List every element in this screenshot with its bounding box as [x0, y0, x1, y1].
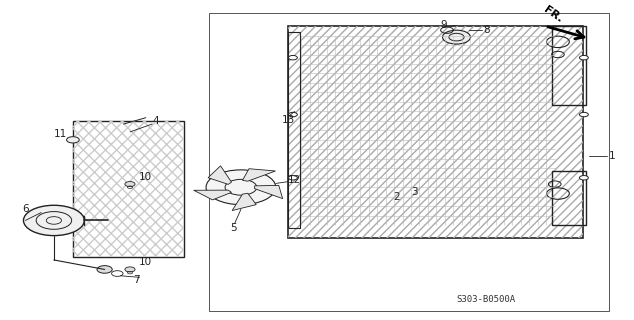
Polygon shape [255, 185, 283, 199]
Bar [552, 172, 586, 225]
Bar [73, 121, 184, 257]
Text: S303-B0500A: S303-B0500A [456, 295, 515, 304]
Text: 8: 8 [484, 25, 490, 35]
Bar [209, 13, 609, 310]
Text: 1: 1 [609, 151, 615, 161]
Circle shape [125, 267, 135, 272]
Circle shape [97, 266, 112, 273]
Circle shape [206, 170, 276, 204]
Bar [73, 121, 184, 257]
Text: 10: 10 [139, 257, 152, 267]
Polygon shape [194, 190, 231, 200]
Text: 5: 5 [230, 223, 236, 233]
Text: 11: 11 [54, 130, 67, 140]
Circle shape [288, 55, 297, 60]
Circle shape [579, 55, 588, 60]
Bar [288, 26, 583, 238]
Text: 3: 3 [411, 187, 417, 197]
Bar [552, 26, 586, 105]
Text: 7: 7 [133, 276, 139, 285]
Bar [288, 26, 583, 238]
Circle shape [67, 137, 79, 143]
Text: 9: 9 [441, 20, 447, 30]
Bar [288, 32, 300, 228]
Circle shape [579, 112, 588, 117]
Polygon shape [208, 166, 231, 184]
Text: 12: 12 [288, 175, 301, 185]
Polygon shape [243, 169, 276, 181]
Text: 4: 4 [152, 116, 158, 126]
Text: FR.: FR. [542, 4, 565, 24]
Circle shape [125, 181, 135, 187]
Circle shape [443, 30, 470, 44]
Text: 2: 2 [393, 192, 399, 202]
Circle shape [288, 112, 297, 117]
Text: 10: 10 [139, 172, 152, 182]
Circle shape [288, 176, 297, 180]
Circle shape [579, 176, 588, 180]
Text: 13: 13 [282, 115, 295, 125]
Polygon shape [232, 193, 256, 211]
Text: 6: 6 [22, 204, 29, 214]
Circle shape [23, 205, 84, 236]
